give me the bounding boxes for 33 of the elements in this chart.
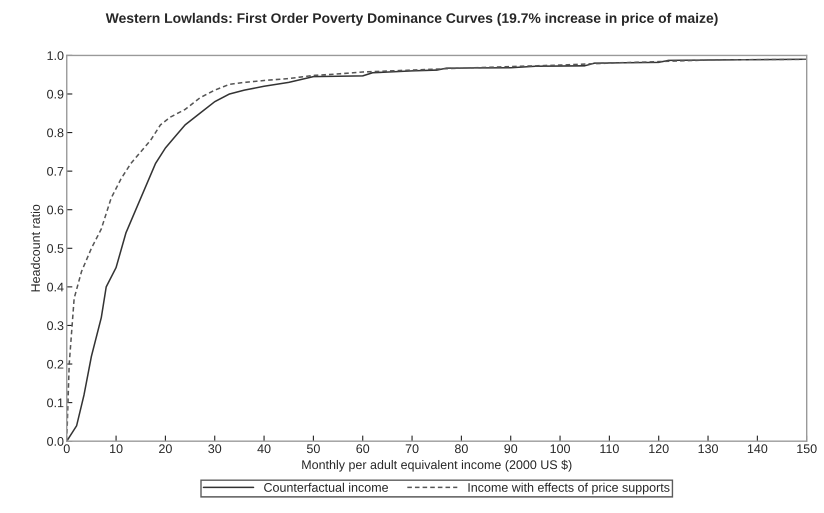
- y-tick-label: 0.4: [47, 282, 64, 292]
- y-tick-label: 0.0: [47, 436, 64, 446]
- y-tick-label: 0.7: [47, 166, 64, 176]
- x-tick-label: 60: [356, 444, 370, 454]
- chart-title: Western Lowlands: First Order Poverty Dominance Curves (19.7% increase in price of maize): [106, 12, 718, 26]
- line-series: [66, 58, 807, 442]
- legend-label: Counterfactual income: [264, 482, 388, 492]
- x-tick-label: 80: [454, 444, 468, 454]
- x-tick-label: 30: [208, 444, 222, 454]
- x-tick-label: 130: [698, 444, 718, 454]
- y-axis-title: Headcount ratio: [30, 204, 40, 292]
- x-tick-label: 70: [406, 444, 419, 454]
- x-tick-label: 0: [64, 444, 70, 454]
- x-tick-label: 150: [797, 444, 817, 454]
- x-axis-title: Monthly per adult equivalent income (2000 US $): [302, 460, 572, 472]
- y-tick-label: 0.9: [47, 90, 64, 99]
- x-tick-label: 40: [257, 444, 271, 454]
- x-tick-label: 20: [159, 444, 172, 454]
- y-tick-label: 0.8: [47, 128, 64, 138]
- y-tick-label: 0.1: [47, 398, 64, 408]
- x-tick-label: 140: [748, 444, 768, 454]
- x-tick-label: 110: [600, 444, 619, 454]
- y-tick-label: 1.0: [48, 51, 64, 60]
- x-tick-label: 10: [110, 444, 123, 454]
- y-tick-label: 0.5: [47, 244, 64, 253]
- x-tick-label: 100: [550, 444, 570, 454]
- y-tick-label: 0.2: [47, 360, 64, 369]
- x-tick-label: 90: [504, 444, 518, 454]
- x-tick-label: 120: [649, 444, 669, 454]
- y-tick-label: 0.6: [47, 206, 64, 214]
- legend-label: Income with effects of price supports: [468, 482, 670, 494]
- x-tick-label: 50: [306, 444, 320, 454]
- y-tick-label: 0.3: [47, 321, 64, 330]
